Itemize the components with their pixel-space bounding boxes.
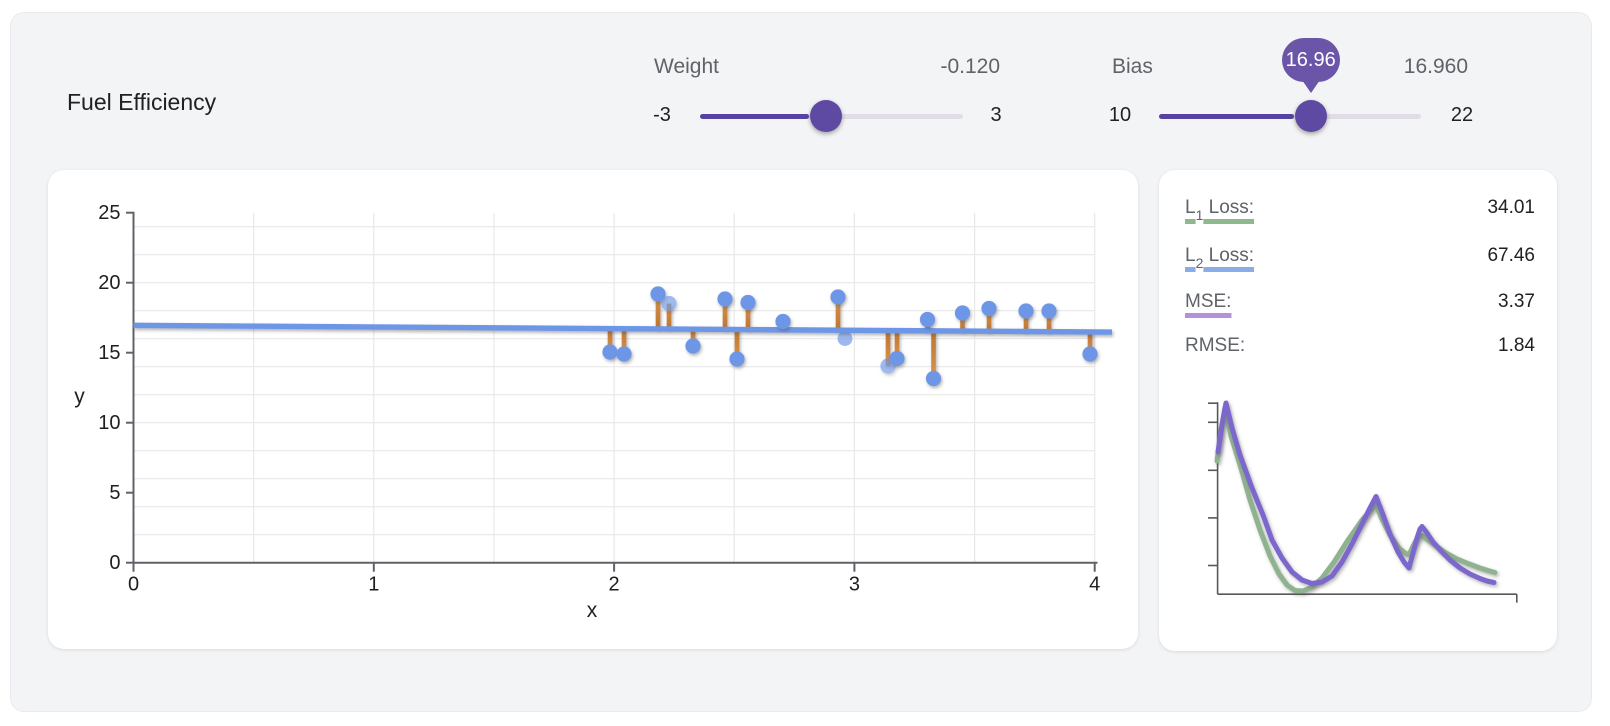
svg-text:5: 5 — [109, 482, 120, 504]
svg-text:4: 4 — [1089, 574, 1100, 596]
svg-text:15: 15 — [98, 342, 120, 364]
svg-text:2: 2 — [609, 574, 620, 596]
svg-text:20: 20 — [98, 272, 120, 294]
svg-text:0: 0 — [109, 552, 120, 574]
svg-text:3: 3 — [849, 574, 860, 596]
svg-text:y: y — [74, 385, 85, 408]
svg-text:1: 1 — [368, 574, 379, 596]
svg-text:25: 25 — [98, 202, 120, 224]
svg-text:10: 10 — [98, 412, 120, 434]
svg-text:x: x — [587, 599, 598, 622]
svg-text:0: 0 — [128, 574, 139, 596]
